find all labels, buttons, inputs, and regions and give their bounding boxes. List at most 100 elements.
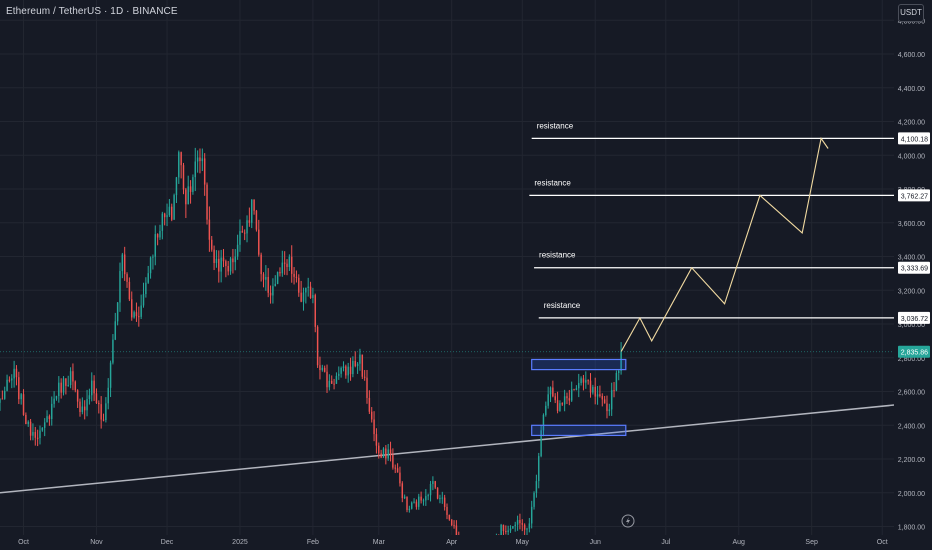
candle-body xyxy=(98,403,100,405)
candle xyxy=(514,521,516,532)
candle xyxy=(69,367,72,389)
candle-body xyxy=(552,387,554,397)
candle-body xyxy=(330,380,333,384)
candle xyxy=(342,361,345,372)
candle-body xyxy=(135,312,138,317)
candle xyxy=(178,150,180,184)
candle xyxy=(6,374,8,392)
candle-body xyxy=(432,481,434,485)
candle xyxy=(27,420,29,427)
y-tick-label: 4,400.00 xyxy=(898,86,925,93)
candle xyxy=(530,500,533,529)
candle xyxy=(410,501,413,510)
candle xyxy=(594,377,596,405)
x-tick-label: Feb xyxy=(307,539,319,546)
candle-body xyxy=(620,351,622,371)
candle xyxy=(580,376,582,386)
candle xyxy=(387,443,389,461)
candle-body xyxy=(578,383,580,389)
candle-body xyxy=(105,403,107,420)
candle-body xyxy=(368,397,371,412)
candle-body xyxy=(76,390,79,402)
resistance-label: resistance xyxy=(537,121,574,130)
trendline xyxy=(0,404,894,494)
candle-body xyxy=(328,380,331,388)
y-tick-label: 3,000.00 xyxy=(898,322,925,329)
candle-body xyxy=(592,386,594,393)
candle-body xyxy=(514,524,516,527)
candle-body xyxy=(385,448,387,459)
candle xyxy=(119,262,121,312)
candle xyxy=(187,175,189,205)
y-tick-label: 4,200.00 xyxy=(898,120,925,127)
candle-body xyxy=(556,400,559,411)
y-tick-label: 2,400.00 xyxy=(898,423,925,430)
candle xyxy=(102,413,105,422)
candle-body xyxy=(305,287,307,293)
y-tick-label: 3,400.00 xyxy=(898,255,925,262)
candle xyxy=(399,466,401,487)
candle xyxy=(356,362,359,374)
candle xyxy=(100,396,102,429)
candle-body xyxy=(88,395,91,400)
candle-body xyxy=(434,481,436,488)
candle-body xyxy=(389,449,392,455)
candle-body xyxy=(323,367,326,372)
candle-body xyxy=(547,394,549,406)
resistance-label: resistance xyxy=(534,178,571,187)
candle-body xyxy=(493,545,494,550)
candle-body xyxy=(185,189,187,205)
candle-body xyxy=(505,531,507,533)
candle-body xyxy=(314,295,316,327)
candle xyxy=(154,225,157,266)
candle-body xyxy=(119,271,121,303)
candle-body xyxy=(201,158,204,162)
candle xyxy=(618,368,620,381)
candle-body xyxy=(439,498,441,500)
candle xyxy=(159,224,161,240)
resistance-price-tag: 3,762.27 xyxy=(898,189,930,202)
candle-body xyxy=(399,472,401,484)
candle-body xyxy=(3,390,6,399)
candle xyxy=(166,203,168,227)
candle-body xyxy=(450,519,453,526)
candle-body xyxy=(608,409,611,412)
candle-body xyxy=(302,292,305,302)
candle xyxy=(34,426,37,446)
candle-body xyxy=(102,419,105,421)
candle xyxy=(434,480,436,490)
candle-body xyxy=(22,394,25,415)
candle xyxy=(396,463,399,473)
candle xyxy=(251,199,253,229)
candle xyxy=(408,505,411,513)
candle-body xyxy=(316,326,319,366)
candle xyxy=(533,491,535,510)
candle-body xyxy=(93,380,95,394)
candle-body xyxy=(340,368,342,374)
candle xyxy=(222,249,225,268)
candle xyxy=(389,441,392,462)
candle xyxy=(53,391,55,408)
candle-body xyxy=(540,430,542,457)
candle xyxy=(116,301,119,326)
candle xyxy=(274,275,276,287)
candle xyxy=(370,407,373,423)
lightning-icon-bolt xyxy=(626,517,630,525)
candle-body xyxy=(107,387,109,404)
x-tick-label: Apr xyxy=(446,539,458,546)
candle-body xyxy=(274,283,276,287)
candle xyxy=(51,396,53,426)
candle xyxy=(547,386,549,409)
price-tag-bg xyxy=(898,261,930,274)
currency-button[interactable]: USDT xyxy=(898,4,924,22)
y-tick-label: 2,000.00 xyxy=(898,491,925,498)
candle xyxy=(171,203,173,222)
candle xyxy=(599,385,601,398)
candle xyxy=(502,524,505,535)
candle-body xyxy=(516,520,519,525)
candle xyxy=(505,525,507,535)
candle-body xyxy=(528,523,531,529)
candle xyxy=(509,525,512,533)
candle-body xyxy=(596,394,599,397)
